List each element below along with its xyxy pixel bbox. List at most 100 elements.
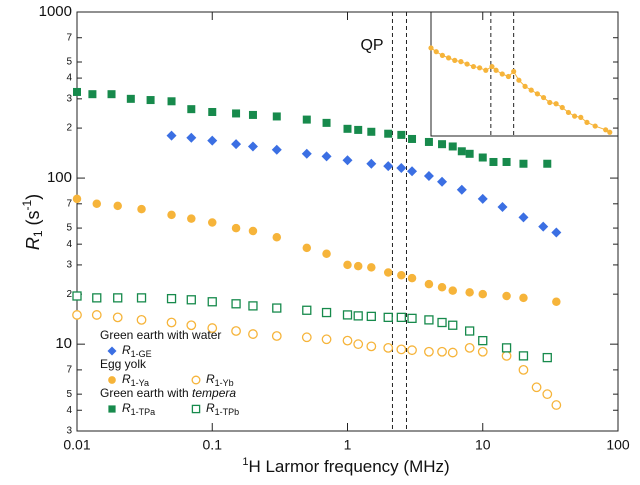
y-tick-label: 2 [66, 123, 72, 134]
marker [407, 273, 417, 283]
marker [302, 115, 311, 124]
marker [366, 311, 376, 322]
marker [207, 135, 218, 146]
y-tick-label: 4 [66, 405, 72, 416]
marker [437, 283, 447, 292]
y-tick-label: 4 [66, 73, 72, 84]
marker [72, 194, 82, 204]
marker [342, 335, 353, 346]
marker [107, 90, 116, 99]
legend-marker [108, 405, 116, 413]
marker [137, 204, 146, 214]
marker [384, 129, 393, 138]
inset-point [528, 87, 534, 93]
y-tick-label: 100 [47, 169, 72, 186]
y-axis-label: R1 (s-1) [20, 194, 45, 250]
legend-marker [191, 404, 201, 414]
marker [396, 312, 406, 323]
marker [231, 299, 241, 309]
marker [301, 332, 312, 343]
marker [187, 214, 196, 223]
legend-group-title-italic: tempera [192, 386, 236, 400]
legend-label: R1-GE [122, 343, 152, 359]
marker [146, 96, 155, 105]
x-label-main: H Larmor frequency (MHz) [248, 457, 449, 476]
marker [465, 288, 474, 297]
marker [342, 310, 353, 320]
marker [248, 110, 257, 119]
x-tick-label: 10 [475, 437, 491, 453]
inset-frame [430, 11, 619, 137]
legend-label: R1-Yb [206, 372, 234, 388]
inset-point [547, 99, 553, 106]
marker [353, 311, 363, 321]
marker [136, 293, 147, 303]
marker [321, 151, 332, 162]
legend-marker [107, 346, 117, 356]
inset-point [489, 63, 495, 70]
y-tick-label: 5 [66, 57, 72, 68]
marker [271, 144, 282, 155]
marker [407, 313, 417, 324]
legend-label-sub: 1-Ya [131, 378, 149, 388]
y-tick-label: 7 [66, 198, 72, 209]
marker [383, 342, 394, 353]
legend-label: R1-TPb [206, 401, 239, 417]
legend-label-main: R [122, 372, 131, 386]
marker [301, 148, 312, 159]
marker [519, 159, 528, 168]
marker [366, 158, 377, 169]
marker [367, 127, 376, 136]
y-tick-label: 1000 [39, 3, 72, 20]
inset-point [516, 77, 522, 83]
marker [208, 218, 217, 227]
inset-point [540, 94, 547, 101]
marker [423, 170, 434, 181]
inset-point [534, 91, 541, 97]
marker [272, 233, 282, 242]
legend-label-sub: 1-TPa [131, 407, 156, 417]
legend-group-title: Green earth with tempera [100, 386, 236, 400]
marker [72, 291, 82, 301]
inset-point [584, 119, 590, 125]
inset-point [458, 59, 464, 65]
marker [271, 331, 282, 341]
marker [383, 312, 393, 323]
inset-point [522, 83, 528, 89]
marker [448, 286, 457, 295]
marker [354, 125, 363, 134]
legend-group-title: Egg yolk [100, 357, 147, 371]
marker [272, 303, 282, 313]
marker [542, 389, 553, 400]
annotation: QP [360, 37, 383, 54]
y-tick-label: 7 [66, 365, 72, 376]
marker [167, 210, 176, 220]
marker [464, 326, 475, 336]
inset-point [603, 127, 609, 133]
y-tick-label: 3 [66, 426, 72, 437]
inset-point [470, 63, 477, 70]
marker [166, 317, 177, 328]
y-label-main: R [23, 237, 43, 250]
inset-point [452, 57, 458, 63]
x-tick-label: 100 [606, 437, 630, 453]
marker [448, 142, 457, 151]
marker [302, 305, 312, 315]
marker [396, 344, 407, 355]
marker [383, 268, 393, 277]
marker [321, 307, 332, 318]
inset-point [572, 113, 578, 119]
y-label-unit: (s [23, 210, 43, 230]
marker [478, 335, 488, 346]
marker [501, 343, 512, 353]
marker [519, 293, 528, 303]
marker [437, 346, 447, 357]
inset-point [559, 104, 565, 111]
marker [321, 334, 332, 345]
marker [353, 339, 364, 350]
marker [322, 118, 331, 127]
marker [518, 364, 529, 375]
marker [397, 270, 406, 280]
inset-point [483, 67, 489, 73]
